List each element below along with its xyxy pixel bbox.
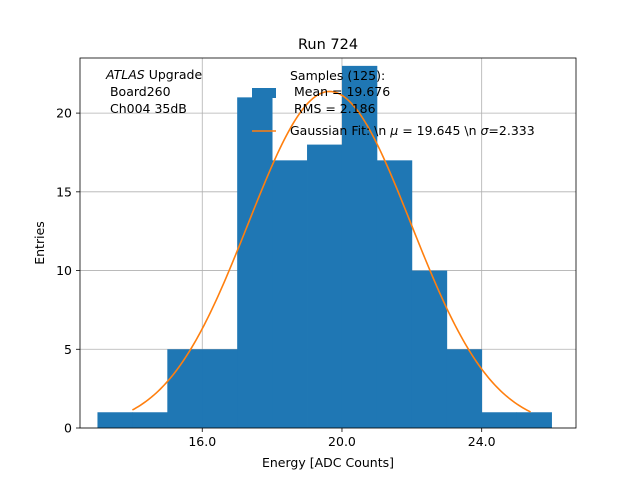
y-tick-label: 0 [64,421,72,436]
legend-fit-prefix: Gaussian Fit: \n [290,123,390,138]
x-axis-label: Energy [ADC Counts] [262,455,394,470]
histogram-bar [376,160,413,428]
annotation-atlas: ATLAS [105,67,145,82]
legend: Samples (125): Mean = 19.676 RMS = 2.186… [252,68,535,138]
legend-fit-mu-symbol: μ [389,123,398,138]
axis-ticks: 16.0 20.0 24.0 0 5 10 15 20 [56,106,496,449]
gaussian-fit-curve [132,90,531,413]
legend-fit-mu-value: = 19.645 \n [398,123,480,138]
legend-hist-title: Samples (125): [290,68,385,83]
histogram-bar [237,97,273,429]
histogram-bar [97,412,133,428]
histogram-bar [307,144,343,428]
y-tick-label: 20 [56,106,72,121]
annotation-line-1: ATLAS Upgrade [105,67,202,82]
legend-fit-sigma-value: =2.333 [488,123,534,138]
plot-frame [79,57,577,429]
histogram-bar [202,349,238,428]
x-tick-label: 24.0 [468,434,496,449]
annotation-line-2: Board260 [106,84,171,99]
histogram-bar [167,349,203,428]
y-tick-label: 10 [56,263,72,278]
legend-fit-label: Gaussian Fit: \n μ = 19.645 \n σ=2.333 [290,123,535,138]
annotation-line-3: Ch004 35dB [106,101,187,116]
histogram-bar [411,270,448,428]
legend-fit-sigma-symbol: σ [480,123,489,138]
chart-title: Run 724 [298,37,358,53]
histogram-bar [516,412,552,428]
histogram-bar [481,412,518,428]
histogram-bar [272,160,308,428]
legend-hist-mean: Mean = 19.676 [290,84,390,99]
gaussian-fit-line [132,90,531,413]
legend-hist-swatch [252,88,276,98]
y-tick-label: 5 [64,342,72,357]
y-tick-label: 15 [56,184,72,199]
x-tick-label: 16.0 [188,434,216,449]
y-axis-label: Entries [32,221,47,265]
x-tick-label: 20.0 [328,434,356,449]
legend-hist-rms: RMS = 2.186 [290,101,376,116]
histogram-bar [341,65,378,429]
histogram-bars [97,65,552,429]
atlas-annotation: ATLAS Upgrade Board260 Ch004 35dB [105,67,202,116]
histogram-bar [132,412,168,428]
annotation-upgrade: Upgrade [145,67,203,82]
